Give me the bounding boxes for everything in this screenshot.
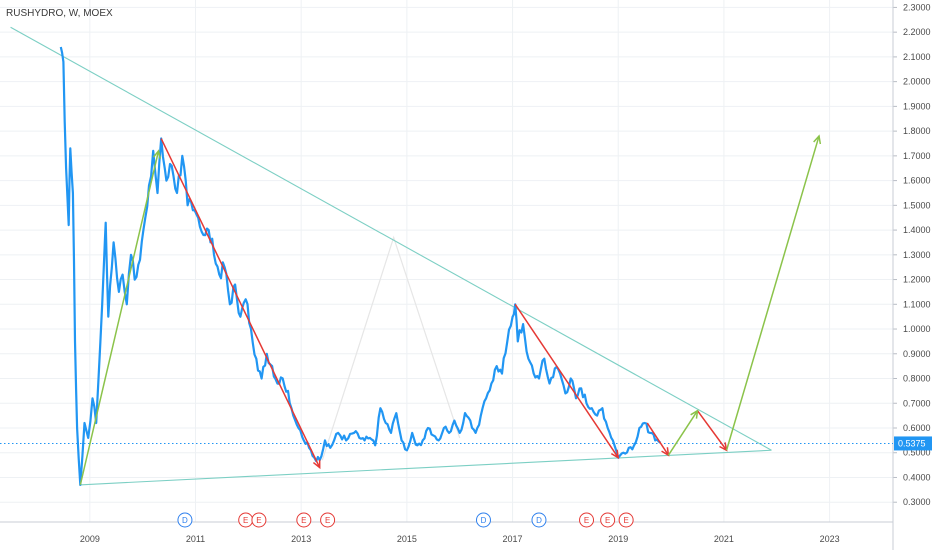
event-marker-circle (600, 512, 616, 528)
event-marker-label: E (584, 516, 589, 525)
y-tick-label: 2.3000 (903, 2, 931, 12)
up-arrow (725, 135, 820, 451)
x-tick-label: 2013 (291, 534, 311, 544)
event-marker-circle (618, 512, 634, 528)
x-tick-label: 2015 (397, 534, 417, 544)
event-marker-label: E (623, 516, 628, 525)
dividend-event-marker[interactable]: D (531, 512, 547, 528)
earnings-event-marker[interactable]: E (296, 512, 312, 528)
earnings-event-marker[interactable]: E (238, 512, 254, 528)
ghost-layer (321, 235, 461, 461)
down-arrow-head (610, 449, 620, 460)
event-marker-circle (579, 512, 595, 528)
price-tag-layer: 0.5375 (894, 436, 932, 451)
y-tick-label: 0.8000 (903, 374, 931, 384)
y-tick-label: 1.9000 (903, 101, 931, 111)
earnings-event-marker[interactable]: E (618, 512, 634, 528)
trendline-layer (0, 26, 893, 486)
y-tick-label: 1.2000 (903, 275, 931, 285)
down-arrow (514, 303, 619, 459)
arrow-layer (79, 134, 822, 486)
chart-title: RUSHYDRO, W, MOEX (6, 8, 113, 19)
event-marker-label: E (301, 516, 306, 525)
earnings-event-marker[interactable]: E (579, 512, 595, 528)
event-marker-label: D (481, 516, 487, 525)
ghost-projection-path (321, 235, 461, 461)
x-tick-label: 2009 (80, 534, 100, 544)
event-marker-label: E (325, 516, 330, 525)
y-tick-label: 0.4000 (903, 472, 931, 482)
event-marker-circle (320, 512, 336, 528)
down-arrow (696, 410, 728, 451)
x-tick-label: 2019 (608, 534, 628, 544)
y-tick-label: 0.5000 (903, 448, 931, 458)
earnings-event-marker[interactable]: E (320, 512, 336, 528)
x-tick-label: 2021 (714, 534, 734, 544)
earnings-event-marker[interactable]: E (600, 512, 616, 528)
dividend-event-marker[interactable]: D (475, 512, 491, 528)
y-tick-label: 1.8000 (903, 126, 931, 136)
y-tick-label: 1.0000 (903, 324, 931, 334)
price-series-line (59, 46, 662, 486)
event-marker-circle (475, 512, 491, 528)
dividend-event-marker[interactable]: D (177, 512, 193, 528)
event-marker-label: E (243, 516, 248, 525)
y-tick-label: 0.3000 (903, 497, 931, 507)
x-tick-label: 2011 (186, 534, 205, 544)
y-tick-label: 1.3000 (903, 250, 931, 260)
price-layer (59, 46, 662, 486)
x-tick-label: 2017 (503, 534, 523, 544)
y-tick-label: 2.0000 (903, 77, 931, 87)
y-tick-label: 2.1000 (903, 52, 931, 62)
up-arrow (667, 410, 699, 456)
y-tick-label: 1.1000 (903, 299, 931, 309)
up-arrow-head (152, 149, 161, 159)
down-arrow-head (312, 459, 321, 470)
y-tick-label: 1.5000 (903, 200, 931, 210)
trendline (79, 449, 772, 486)
event-marker-label: D (182, 516, 188, 525)
trendline (10, 26, 772, 451)
event-marker-circle (177, 512, 193, 528)
y-tick-label: 1.4000 (903, 225, 931, 235)
up-arrow-head (813, 134, 822, 145)
y-tick-label: 1.7000 (903, 151, 931, 161)
current-price-label: 0.5375 (898, 438, 926, 448)
y-tick-label: 0.7000 (903, 398, 931, 408)
down-arrow (160, 138, 321, 468)
current-price-tag (894, 436, 932, 451)
event-marker-circle (251, 512, 267, 528)
down-arrow (646, 422, 670, 456)
event-marker-label: D (536, 516, 542, 525)
event-marker-label: E (605, 516, 610, 525)
y-tick-label: 0.9000 (903, 349, 931, 359)
up-arrow (79, 150, 160, 486)
y-tick-label: 2.2000 (903, 27, 931, 37)
y-tick-label: 1.6000 (903, 176, 931, 186)
x-tick-label: 2023 (820, 534, 840, 544)
event-marker-circle (296, 512, 312, 528)
event-marker-label: E (256, 516, 261, 525)
up-arrow-head (690, 409, 699, 419)
y-tick-label: 0.6000 (903, 423, 931, 433)
event-marker-circle (531, 512, 547, 528)
earnings-event-marker[interactable]: E (251, 512, 267, 528)
